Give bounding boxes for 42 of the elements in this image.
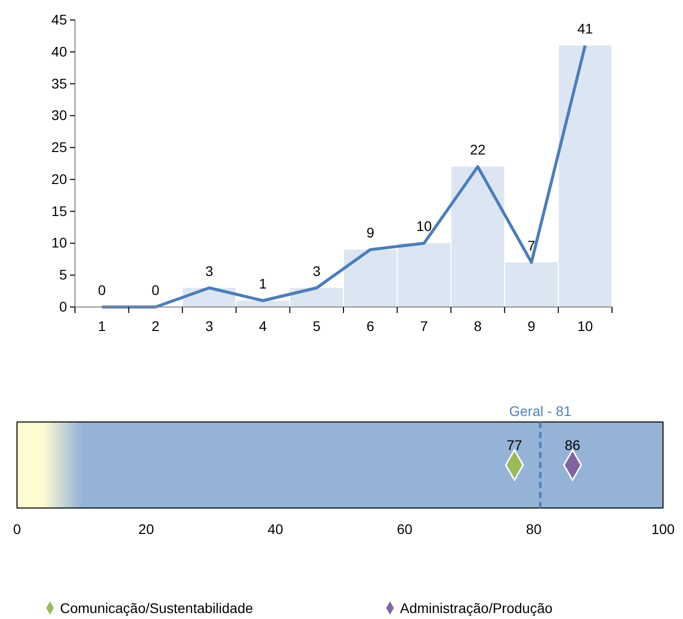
data-label: 10 xyxy=(416,218,432,234)
y-tick-label: 30 xyxy=(51,107,68,124)
x-tick-label: 100 xyxy=(651,520,675,537)
x-tick-label: 40 xyxy=(268,520,284,537)
line-series xyxy=(100,44,587,308)
y-tick-label: 35 xyxy=(51,75,68,92)
data-label: 0 xyxy=(98,282,106,298)
data-label: 86 xyxy=(564,437,581,453)
data-label: 77 xyxy=(506,437,522,453)
data-label: 3 xyxy=(205,262,214,279)
x-tick-label: 0 xyxy=(13,520,22,537)
data-label: 0 xyxy=(152,282,160,298)
data-label: 22 xyxy=(470,142,486,158)
x-tick-label: 7 xyxy=(420,318,428,334)
x-tick-label: 1 xyxy=(98,318,106,334)
x-tick-label: 20 xyxy=(138,520,154,537)
x-tick-label: 3 xyxy=(205,318,214,334)
y-tick-label: 45 xyxy=(51,11,68,28)
y-tick-label: 5 xyxy=(59,266,68,283)
x-tick-label: 9 xyxy=(528,318,536,334)
data-label: 7 xyxy=(528,237,536,254)
y-tick-label: 0 xyxy=(59,298,68,314)
x-tick-label: 6 xyxy=(366,318,374,334)
data-label: 3 xyxy=(312,262,321,279)
y-tick-label: 40 xyxy=(51,43,68,60)
y-tick-label: 15 xyxy=(51,202,68,219)
x-tick-label: 5 xyxy=(312,318,321,334)
x-tick-label: 60 xyxy=(396,520,413,537)
x-tick-label: 8 xyxy=(474,318,482,334)
y-tick-label: 10 xyxy=(51,234,68,251)
data-label: 1 xyxy=(259,276,268,292)
x-tick-label: 4 xyxy=(259,318,268,334)
ref-line-label: Geral - 81 xyxy=(509,403,572,419)
legend-label: Administração/Produção xyxy=(400,600,553,616)
x-tick-label: 80 xyxy=(526,520,542,537)
y-tick-label: 20 xyxy=(51,170,68,187)
data-label: 9 xyxy=(366,224,374,241)
data-label: 41 xyxy=(577,20,594,37)
x-tick-label: 10 xyxy=(577,318,594,334)
y-tick-label: 25 xyxy=(51,139,68,156)
x-tick-label: 2 xyxy=(152,318,160,334)
legend-label: Comunicação/Sustentabilidade xyxy=(60,600,254,616)
